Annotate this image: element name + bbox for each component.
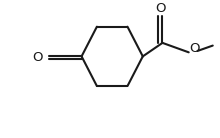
Text: O: O xyxy=(33,51,43,64)
Text: O: O xyxy=(189,42,199,55)
Text: O: O xyxy=(155,2,165,15)
